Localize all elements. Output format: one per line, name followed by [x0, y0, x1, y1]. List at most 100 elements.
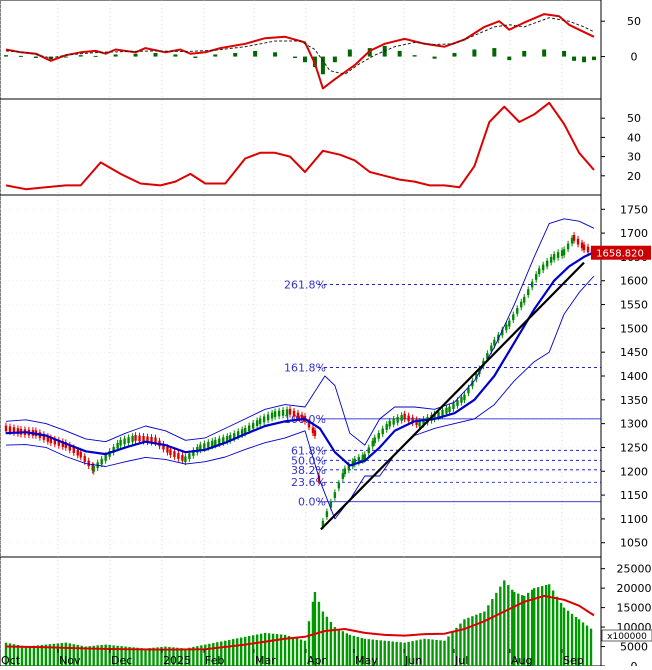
volume-bar: [544, 585, 548, 666]
annotations: 1658.820 x100000: [591, 245, 652, 642]
candle-body: [353, 458, 357, 465]
volume-bar: [48, 644, 52, 666]
y-tick-label: 1100: [620, 513, 648, 526]
volume-bar: [271, 633, 275, 666]
candle-body: [169, 449, 172, 456]
candle-body: [321, 520, 325, 527]
volume-bar: [540, 586, 544, 666]
volume-bar: [44, 644, 48, 666]
fib-label: 61.8%: [291, 444, 326, 457]
y-tick-label: 1250: [620, 441, 648, 454]
volume-bar: [483, 611, 486, 666]
volume-bar: [16, 644, 20, 666]
candle-body: [493, 339, 496, 346]
month-label: 2025: [163, 654, 191, 666]
volume-bar: [435, 639, 438, 666]
volume-bar: [243, 636, 247, 666]
month-label: Oct: [1, 654, 21, 666]
volume-bar: [325, 616, 329, 666]
moving-average-line: [5, 251, 595, 467]
volume-bar: [536, 587, 540, 666]
volume-bar: [329, 621, 333, 666]
candle-body: [127, 437, 130, 444]
candle-body: [255, 420, 259, 427]
candle-body: [388, 420, 391, 427]
volume-bar: [491, 599, 494, 666]
volume-bar: [403, 642, 406, 666]
volume-bar: [20, 645, 24, 666]
candle-body: [251, 422, 255, 429]
candle-body: [545, 260, 549, 267]
volume-bar: [467, 617, 470, 666]
candle-body: [154, 437, 157, 444]
candle-body: [207, 442, 210, 448]
volume-bar: [367, 639, 370, 666]
candle-body: [363, 454, 366, 460]
candle-body: [415, 419, 418, 426]
volume-bar: [574, 616, 578, 666]
candle-body: [131, 436, 134, 442]
candle-body: [341, 473, 345, 479]
volume-bar: [116, 645, 119, 666]
candle-body: [441, 409, 444, 416]
y-tick-label: 1600: [620, 275, 648, 288]
candle-body: [92, 466, 95, 472]
bollinger-upper-line: [5, 218, 595, 446]
macd-histogram-bar: [320, 56, 325, 75]
candle-body: [437, 411, 440, 418]
volume-bar: [164, 646, 167, 666]
volume-bar: [156, 647, 159, 666]
candle-body: [313, 430, 317, 437]
volume-bar: [566, 610, 570, 666]
candle-body: [4, 425, 8, 432]
volume-bar: [92, 645, 95, 666]
volume-bar: [391, 641, 394, 666]
y-tick-label: 1450: [620, 346, 648, 359]
candle-body: [61, 441, 65, 447]
volume-bar: [337, 629, 341, 666]
candle-body: [134, 435, 137, 441]
candle-body: [505, 324, 508, 331]
candle-body: [456, 400, 459, 406]
candle-body: [288, 408, 292, 415]
candle-body: [162, 443, 165, 450]
volume-bar: [255, 634, 259, 666]
volume-bar: [279, 634, 283, 666]
volume-bar: [216, 642, 219, 666]
volume-bar: [8, 643, 12, 666]
volume-bar: [4, 642, 8, 666]
month-label: Jun: [404, 654, 422, 666]
candle-body: [83, 456, 86, 462]
volume-bar: [345, 633, 349, 666]
candle-body: [333, 492, 337, 498]
unit-box: [601, 629, 652, 642]
macd-histogram-bar: [293, 56, 298, 58]
volume-bar: [547, 584, 551, 666]
volume-bar: [589, 628, 593, 666]
candle-body: [560, 250, 564, 256]
volume-bar: [513, 592, 516, 666]
fib-label: 261.8%: [284, 279, 326, 292]
candle-body: [452, 403, 455, 410]
y-tick-label: 50: [627, 15, 641, 28]
macd-histogram-bar: [572, 56, 577, 61]
volume-bar: [291, 637, 295, 666]
candle-body: [258, 418, 262, 425]
volume-bar: [275, 634, 279, 666]
candle-body: [112, 446, 115, 453]
candle-body: [325, 511, 329, 517]
candle-body: [343, 468, 347, 475]
candle-body: [104, 455, 107, 461]
candle-body: [150, 436, 153, 443]
candle-body: [534, 274, 538, 280]
macd-line-line: [5, 13, 595, 90]
volume-bar: [375, 639, 378, 666]
volume-bar: [80, 645, 83, 666]
macd-histogram-bar: [253, 50, 258, 57]
volume-bar: [172, 647, 175, 666]
candle-body: [211, 440, 214, 447]
y-tick-label: 1300: [620, 418, 648, 431]
